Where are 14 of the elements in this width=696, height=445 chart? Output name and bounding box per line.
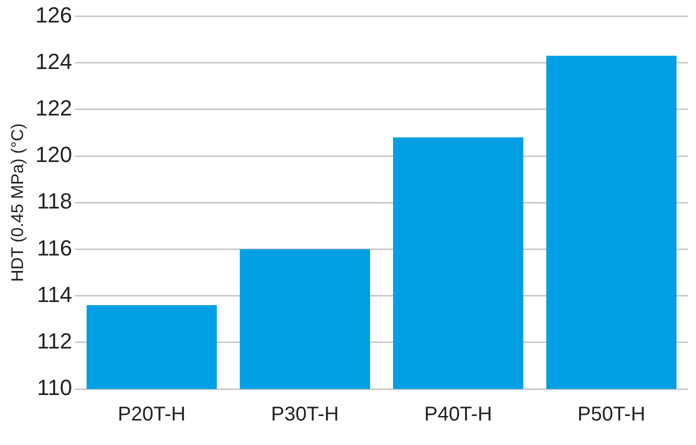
y-tick-label: 114 bbox=[37, 282, 72, 307]
y-tick-label: 122 bbox=[35, 95, 72, 120]
x-tick-label: P30T-H bbox=[271, 404, 339, 426]
y-tick-label: 116 bbox=[37, 235, 72, 260]
y-tick-label: 118 bbox=[37, 188, 72, 214]
y-tick-label: 110 bbox=[37, 375, 72, 400]
x-tick-label: P50T-H bbox=[577, 404, 646, 426]
y-tick-label: 112 bbox=[37, 328, 72, 354]
y-axis-title: HDT (0.45 MPa) (°C) bbox=[8, 123, 27, 282]
y-tick-label: 126 bbox=[35, 2, 72, 28]
y-tick-label: 120 bbox=[35, 142, 72, 168]
x-tick-label: P40T-H bbox=[424, 404, 492, 426]
y-tick-label: 124 bbox=[35, 48, 72, 74]
x-tick-label: P20T-H bbox=[118, 404, 186, 426]
